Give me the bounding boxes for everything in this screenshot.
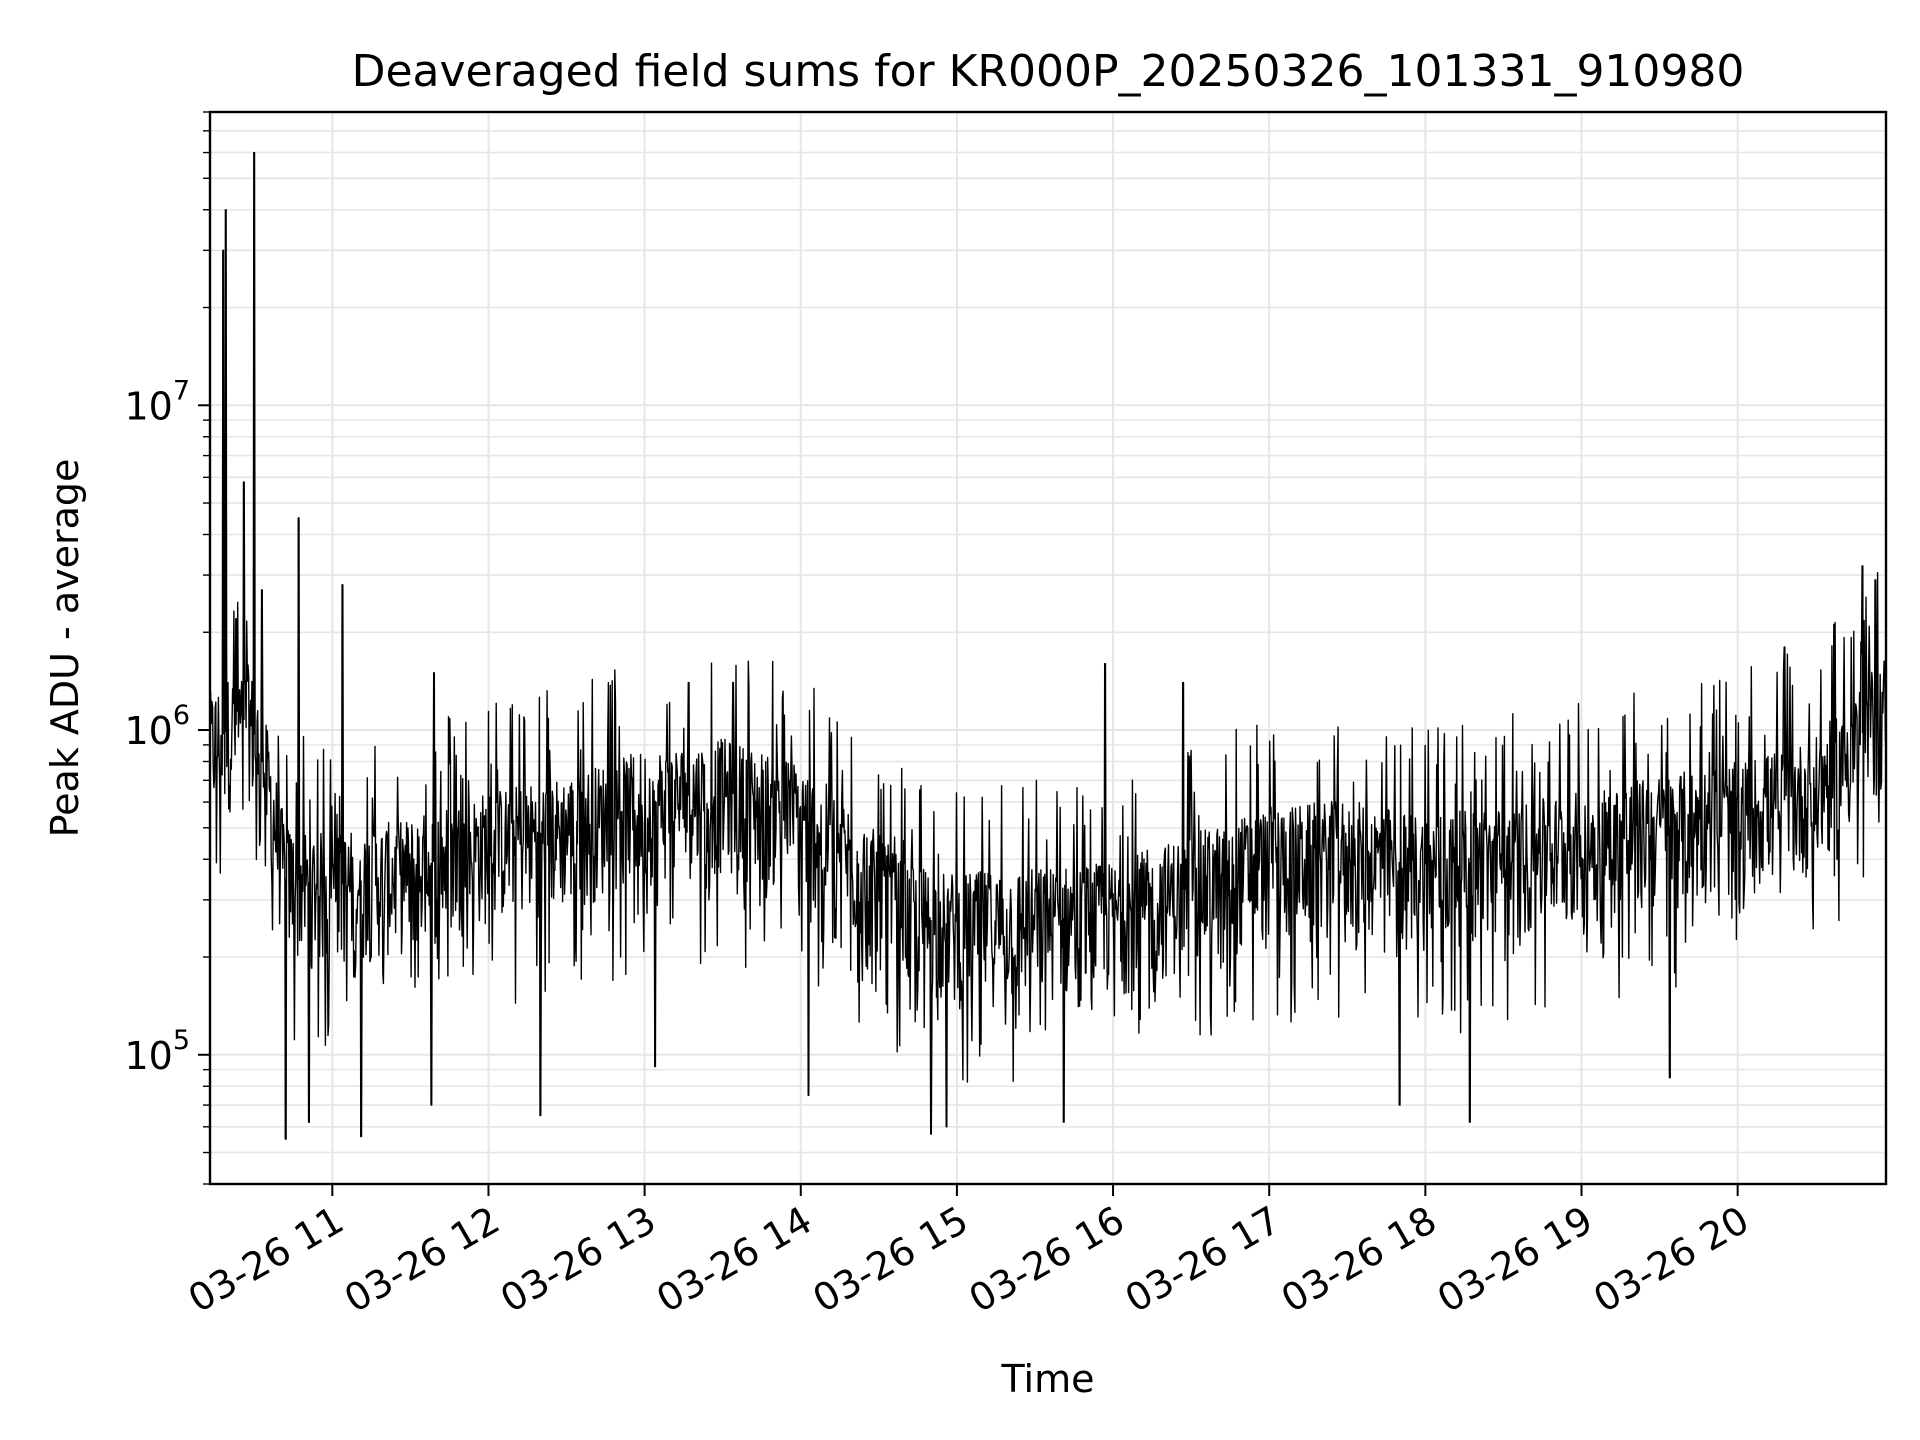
y-tick-label: 106: [124, 700, 190, 753]
plot-frame: [208, 110, 1888, 1186]
plot-area: [209, 151, 1887, 1140]
y-tick-label: 105: [124, 1025, 190, 1078]
y-axis-label: Peak ADU - average: [43, 459, 87, 838]
y-tick-label: 107: [124, 375, 190, 428]
x-axis-label: Time: [1001, 1357, 1095, 1401]
chart-title: Deaveraged field sums for KR000P_2025032…: [352, 46, 1745, 97]
series-line: [209, 151, 1887, 1140]
